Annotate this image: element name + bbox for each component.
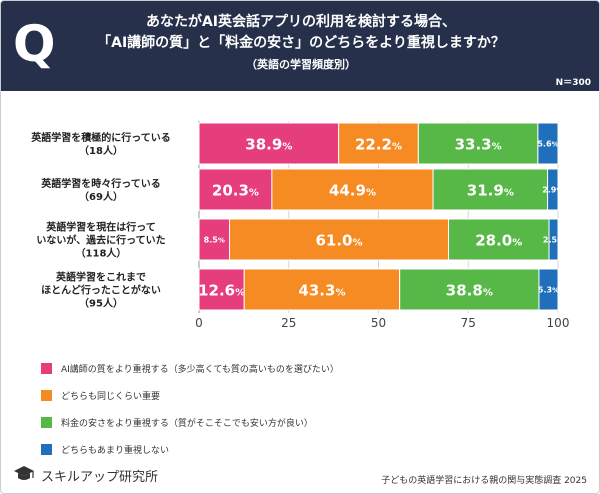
title-line-1: あなたがAI英会話アプリの利用を検討する場合、 [145,14,457,30]
data-label: 38.8% [446,282,493,300]
data-label: 28.0% [475,232,522,250]
footer-logo: スキルアップ研究所 [13,463,183,487]
bar-segment [538,268,559,311]
data-label: 2.9% [542,186,563,195]
bar-segment [198,268,245,311]
bar-segment [271,168,434,211]
bar-segment [537,122,559,165]
bar-segment [548,218,559,261]
legend-swatch-price [41,417,52,428]
category-label: （118人） [76,247,127,260]
data-label: 8.5% [204,236,225,245]
source-note: 子どもの英語学習における親の関与実態調査 2025 [381,476,587,486]
legend-swatch-quality [41,363,52,374]
category-label: いないが、過去に行っていた [36,234,165,247]
bar-segment [432,168,549,211]
header-banner: Q あなたがAI英会話アプリの利用を検討する場合、 「AI講師の質」と「料金の安… [1,1,599,91]
subtitle: （英語の学習頻度別） [246,58,356,71]
x-tick-label: 100 [547,316,570,330]
legend-label-quality: AI講師の質をより重視する（多少高くても質の高いものを選びたい） [61,365,339,375]
category-label: 英語学習を時々行っている [40,177,161,190]
data-label: 22.2% [355,136,402,154]
data-label: 61.0% [315,232,362,250]
data-label: 12.6% [198,282,245,300]
category-label: 英語学習をこれまで [55,271,146,284]
stacked-bar-chart: 0 25 50 75 100 英語学習を積極的に行っている（18人） 英語学習を時々行ってい… [30,121,570,330]
q-mark: Q [13,15,56,73]
data-label: 2.5% [543,236,564,245]
legend-swatch-both [41,390,52,401]
logo-text: スキルアップ研究所 [41,470,159,485]
bar-segment [198,122,340,165]
x-tick-label: 75 [461,316,476,330]
category-label: （18人） [79,144,123,157]
title-line-2: 「AI講師の質」と「料金の安さ」のどちらをより重視しますか？ [97,35,505,51]
bar-segment [417,122,539,165]
legend-label-neither: どちらもあまり重視しない [61,446,170,456]
x-tick-label: 0 [195,316,203,330]
x-tick-label: 25 [281,316,296,330]
bar-segment [243,268,401,311]
data-label: 5.6% [537,140,558,149]
category-label: （69人） [79,190,123,203]
data-label: 33.3% [455,136,502,154]
graduation-cap-icon [14,466,34,480]
data-label: 44.9% [329,182,376,200]
data-label: 20.3% [212,182,259,200]
category-label: 英語学習を現在は行って [45,221,156,234]
legend-label-price: 料金の安さをより重視する（質がそこそこでも安い方が良い） [61,419,313,429]
bar-segment [198,218,231,261]
data-label: 43.3% [298,282,345,300]
bar-segment [547,168,559,211]
category-label: （95人） [79,297,123,310]
bar-segment [229,218,450,261]
category-label: ほとんど行ったことがない [41,284,161,297]
data-label: 38.9% [245,136,292,154]
sample-size-label: N＝300 [555,78,591,88]
legend-label-both: どちらも同じくらい重要 [61,392,161,402]
x-tick-label: 50 [371,316,386,330]
legend-swatch-neither [41,444,52,455]
bar-segment [338,122,419,165]
data-label: 5.3% [538,286,559,295]
bar-segment [399,268,540,311]
data-label: 31.9% [467,182,514,200]
category-label: 英語学習を積極的に行っている [30,131,171,144]
